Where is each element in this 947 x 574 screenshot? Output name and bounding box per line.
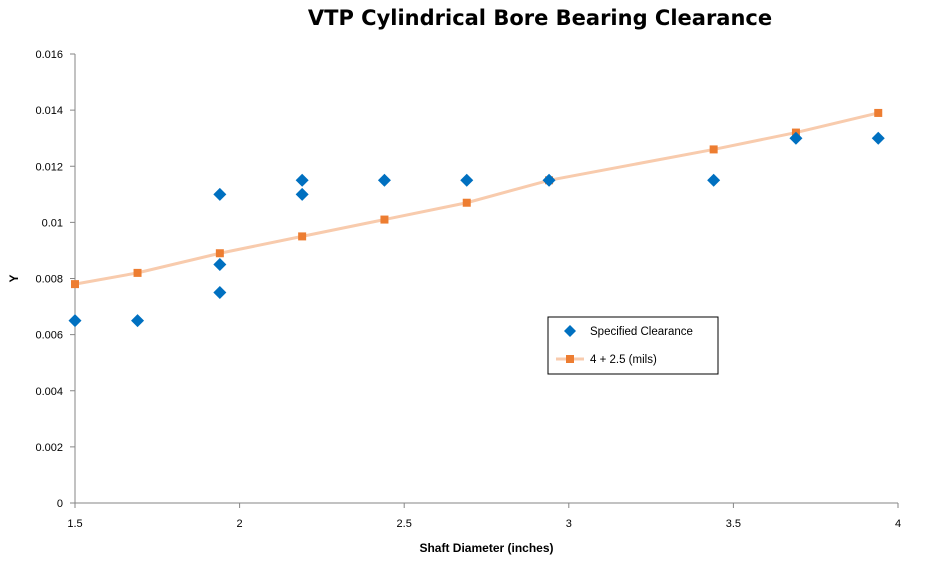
y-tick-label: 0.008: [35, 274, 63, 286]
x-tick-label: 2: [237, 518, 243, 530]
x-tick-label: 3.5: [726, 518, 741, 530]
legend: Specified Clearance 4 + 2.5 (mils): [547, 316, 719, 375]
legend-box: [547, 316, 719, 375]
y-tick-label: 0.016: [35, 49, 63, 61]
formula-point: [215, 249, 224, 258]
specified-clearance-point: [871, 131, 885, 145]
specified-clearance-point: [131, 314, 145, 328]
specified-clearance-point: [789, 131, 803, 145]
legend-label-specified-clearance: Specified Clearance: [590, 326, 693, 338]
formula-point: [709, 145, 718, 154]
y-tick-label: 0.012: [35, 161, 63, 173]
legend-label-formula: 4 + 2.5 (mils): [590, 354, 657, 366]
specified-clearance-point: [295, 187, 309, 201]
specified-clearance-point: [542, 173, 556, 187]
y-tick-label: 0.014: [35, 105, 63, 117]
specified-clearance-point: [295, 173, 309, 187]
x-tick-label: 2.5: [397, 518, 412, 530]
formula-point: [133, 268, 142, 277]
x-tick-label: 3: [566, 518, 572, 530]
y-tick-label: 0.002: [35, 442, 63, 454]
formula-point: [462, 198, 471, 207]
formula-series-line: [74, 111, 879, 286]
y-axis-label: Y: [7, 274, 21, 282]
specified-clearance-point: [68, 314, 82, 328]
formula-point: [874, 108, 883, 117]
specified-clearance-point: [460, 173, 474, 187]
formula-point: [71, 280, 79, 289]
y-tick-label: 0.006: [35, 330, 63, 342]
specified-clearance-point: [213, 257, 227, 271]
y-tick-label: 0.01: [42, 217, 63, 229]
series-layer: [68, 108, 885, 328]
specified-clearance-point: [213, 187, 227, 201]
x-axis-label: Shaft Diameter (inches): [419, 541, 553, 555]
formula-point: [380, 215, 389, 224]
specified-clearance-point: [213, 286, 227, 300]
chart-title: VTP Cylindrical Bore Bearing Clearance: [307, 6, 773, 30]
formula-point: [298, 232, 307, 241]
x-tick-label: 4: [895, 518, 901, 530]
y-tick-label: 0: [57, 498, 63, 510]
axes: 0 0.002 0.004 0.006 0.008 0.01 0.012 0.014 0.016…: [7, 49, 901, 555]
legend-marker-formula: [566, 355, 574, 363]
specified-clearance-point: [377, 173, 391, 187]
legend-marker-specified-clearance: [564, 325, 576, 337]
x-tick-label: 1.5: [67, 518, 82, 530]
y-tick-label: 0.004: [35, 386, 63, 398]
specified-clearance-point: [707, 173, 721, 187]
